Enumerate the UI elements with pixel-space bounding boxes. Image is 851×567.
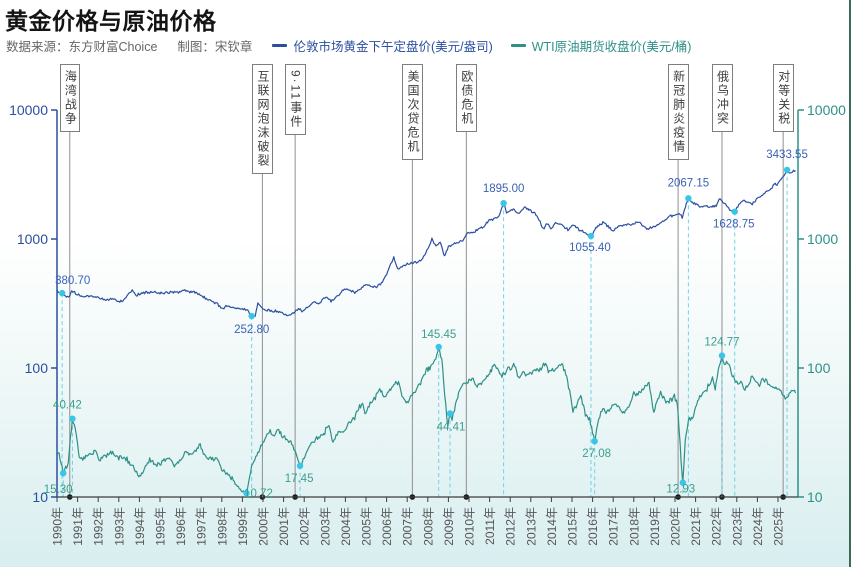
- x-axis-tick-label: 1990年: [51, 507, 65, 546]
- data-point-label: 380.70: [55, 275, 90, 287]
- series-line-oil: [56, 345, 797, 495]
- data-point-marker: [731, 208, 738, 215]
- data-point-marker: [248, 312, 255, 320]
- x-axis-tick-label: 1993年: [112, 507, 126, 546]
- data-point-marker: [685, 195, 692, 202]
- legend-line-icon: [510, 44, 526, 47]
- data-point-marker: [500, 199, 507, 207]
- data-point-label: 252.80: [234, 324, 269, 336]
- data-point-marker: [446, 410, 454, 417]
- data-point-label: 17.45: [285, 473, 314, 485]
- data-point-label: 1895.00: [483, 183, 525, 195]
- chart-credit-label: 制图：宋钦章: [177, 40, 253, 54]
- data-point-label: 10.72: [244, 488, 273, 500]
- left-axis-tick-label: 100: [25, 360, 49, 376]
- left-axis-tick-label: 10: [32, 489, 48, 505]
- x-axis-tick-label: 1995年: [154, 507, 168, 546]
- x-axis-tick-label: 2021年: [689, 507, 703, 546]
- x-axis-tick-label: 2010年: [463, 507, 477, 546]
- x-axis-tick-label: 1997年: [195, 507, 209, 546]
- data-point-marker: [718, 352, 726, 359]
- data-point-marker: [296, 462, 304, 470]
- x-axis-tick-label: 2012年: [504, 507, 518, 546]
- x-axis-tick-label: 2014年: [545, 507, 559, 546]
- x-axis-tick-label: 2013年: [524, 507, 538, 546]
- data-point-label: 3433.55: [766, 149, 808, 161]
- x-axis-tick-label: 2000年: [257, 507, 271, 546]
- legend-item: WTI原油期货收盘价(美元/桶): [510, 36, 692, 55]
- x-axis-tick-label: 1996年: [174, 507, 188, 546]
- x-axis-tick-label: 2009年: [442, 507, 456, 546]
- data-point-label: 44.41: [437, 421, 466, 433]
- x-axis-tick-label: 1992年: [92, 507, 106, 546]
- x-axis-tick-label: 2001年: [277, 507, 291, 546]
- left-axis-tick-label: 10000: [9, 102, 48, 118]
- x-axis-tick-label: 2015年: [566, 507, 580, 546]
- page-title: 黄金价格与原油价格: [5, 8, 217, 34]
- x-axis-tick-label: 1994年: [133, 507, 147, 546]
- right-axis-tick-label: 1000: [807, 231, 838, 247]
- data-point-label: 40.42: [53, 400, 82, 412]
- event-annotation: 欧债危机: [456, 64, 477, 132]
- event-annotation: 海湾战争: [59, 64, 81, 132]
- x-axis-tick-label: 2022年: [710, 507, 724, 546]
- x-axis-tick-label: 2017年: [607, 507, 621, 546]
- event-annotation: 9·11事件: [285, 64, 306, 136]
- event-annotation: 互联网泡沫破裂: [252, 64, 273, 174]
- event-annotation: 俄乌冲突: [711, 64, 733, 132]
- legend-item-label: WTI原油期货收盘价(美元/桶): [531, 40, 692, 54]
- event-annotation: 新冠肺炎疫情: [668, 64, 689, 160]
- x-axis-tick-label: 2004年: [339, 507, 353, 546]
- event-annotation: 对等关税: [773, 64, 794, 132]
- data-point-marker: [69, 415, 76, 422]
- data-point-marker: [58, 289, 66, 297]
- x-axis-tick-label: 2005年: [360, 507, 374, 546]
- x-axis-tick-label: 1991年: [71, 507, 85, 546]
- x-axis-tick-label: 2003年: [318, 507, 332, 546]
- legend-item-label: 伦敦市场黄金下午定盘价(美元/盎司): [293, 40, 493, 54]
- data-point-label: 1628.75: [713, 219, 755, 231]
- data-point-marker: [59, 469, 67, 477]
- legend-item: 伦敦市场黄金下午定盘价(美元/盎司): [272, 36, 493, 55]
- x-axis-tick-label: 1999年: [236, 507, 250, 546]
- x-axis-tick-label: 2002年: [298, 507, 312, 546]
- left-axis-tick-label: 1000: [17, 231, 48, 247]
- right-axis-tick-label: 100: [807, 360, 831, 376]
- data-point-marker: [243, 489, 250, 497]
- data-point-marker: [587, 232, 595, 240]
- x-axis-tick-label: 2024年: [751, 507, 765, 546]
- chart-subheader: 数据来源：东方财富Choice 制图：宋钦章 伦敦市场黄金下午定盘价(美元/盎司…: [6, 36, 691, 55]
- data-point-label: 15.30: [44, 484, 73, 496]
- x-axis-tick-label: 2019年: [648, 507, 662, 546]
- data-point-label: 145.45: [421, 329, 456, 341]
- data-point-marker: [679, 479, 687, 486]
- legend: 伦敦市场黄金下午定盘价(美元/盎司) WTI原油期货收盘价(美元/桶): [272, 36, 691, 55]
- x-axis-tick-label: 2023年: [730, 507, 744, 546]
- event-annotation: 美国次贷危机: [402, 64, 423, 160]
- data-point-label: 27.08: [582, 448, 611, 460]
- data-point-label: 2067.15: [668, 177, 710, 189]
- x-axis-tick-label: 2020年: [669, 507, 683, 546]
- x-axis-tick-label: 2018年: [627, 507, 641, 546]
- right-axis-tick-label: 10: [807, 489, 823, 505]
- x-axis-tick-label: 2006年: [380, 507, 394, 546]
- data-point-label: 124.77: [704, 337, 739, 349]
- data-point-marker: [591, 437, 598, 445]
- x-axis-tick-label: 1998年: [215, 507, 229, 546]
- x-axis-tick-label: 2016年: [586, 507, 600, 546]
- data-point-marker: [783, 166, 791, 174]
- legend-line-icon: [272, 44, 288, 47]
- x-axis-tick-label: 2011年: [483, 507, 497, 545]
- data-source-label: 数据来源：东方财富Choice: [6, 40, 158, 54]
- x-axis-tick-label: 2008年: [421, 507, 435, 546]
- x-axis-tick-label: 2025年: [772, 507, 786, 546]
- series-line-gold: [56, 169, 796, 317]
- right-axis-tick-label: 10000: [807, 102, 846, 118]
- data-point-label: 1055.40: [569, 242, 611, 254]
- data-point-marker: [435, 343, 442, 351]
- data-point-label: 12.93: [666, 484, 695, 496]
- x-axis-tick-label: 2007年: [401, 507, 415, 546]
